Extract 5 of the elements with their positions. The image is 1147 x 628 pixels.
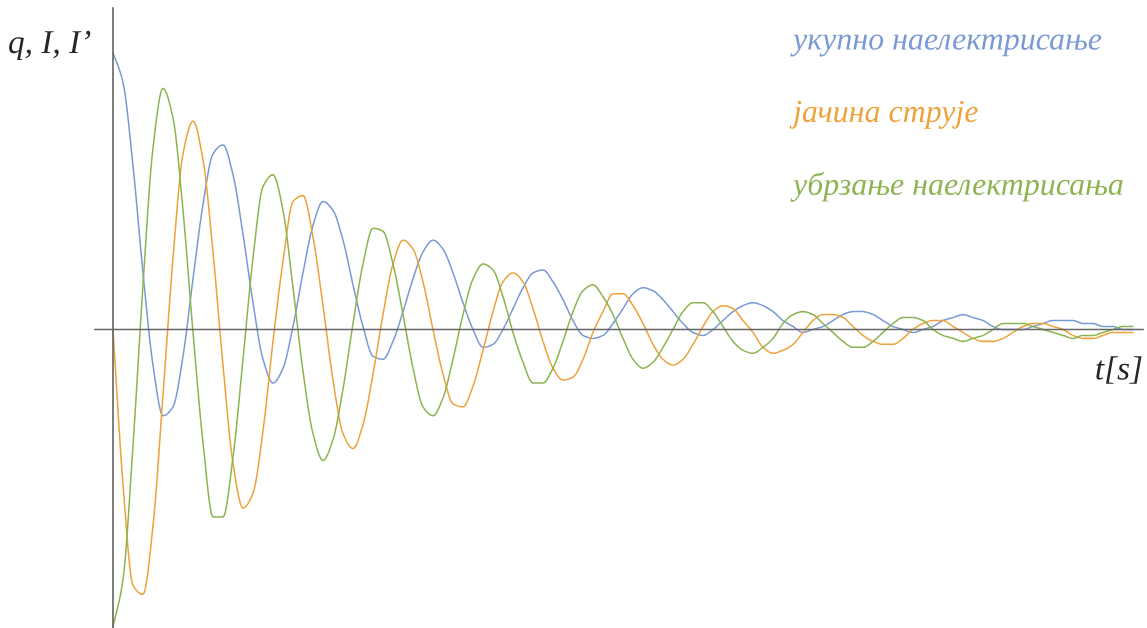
text: укупно наелектрисање xyxy=(790,34,1102,57)
y-axis-title: q, I, I’ xyxy=(9,30,91,61)
text: јачина струје xyxy=(789,100,978,129)
text: убрзање наелектрисања xyxy=(790,171,1123,202)
x-axis-title: t[s] xyxy=(1096,356,1142,384)
